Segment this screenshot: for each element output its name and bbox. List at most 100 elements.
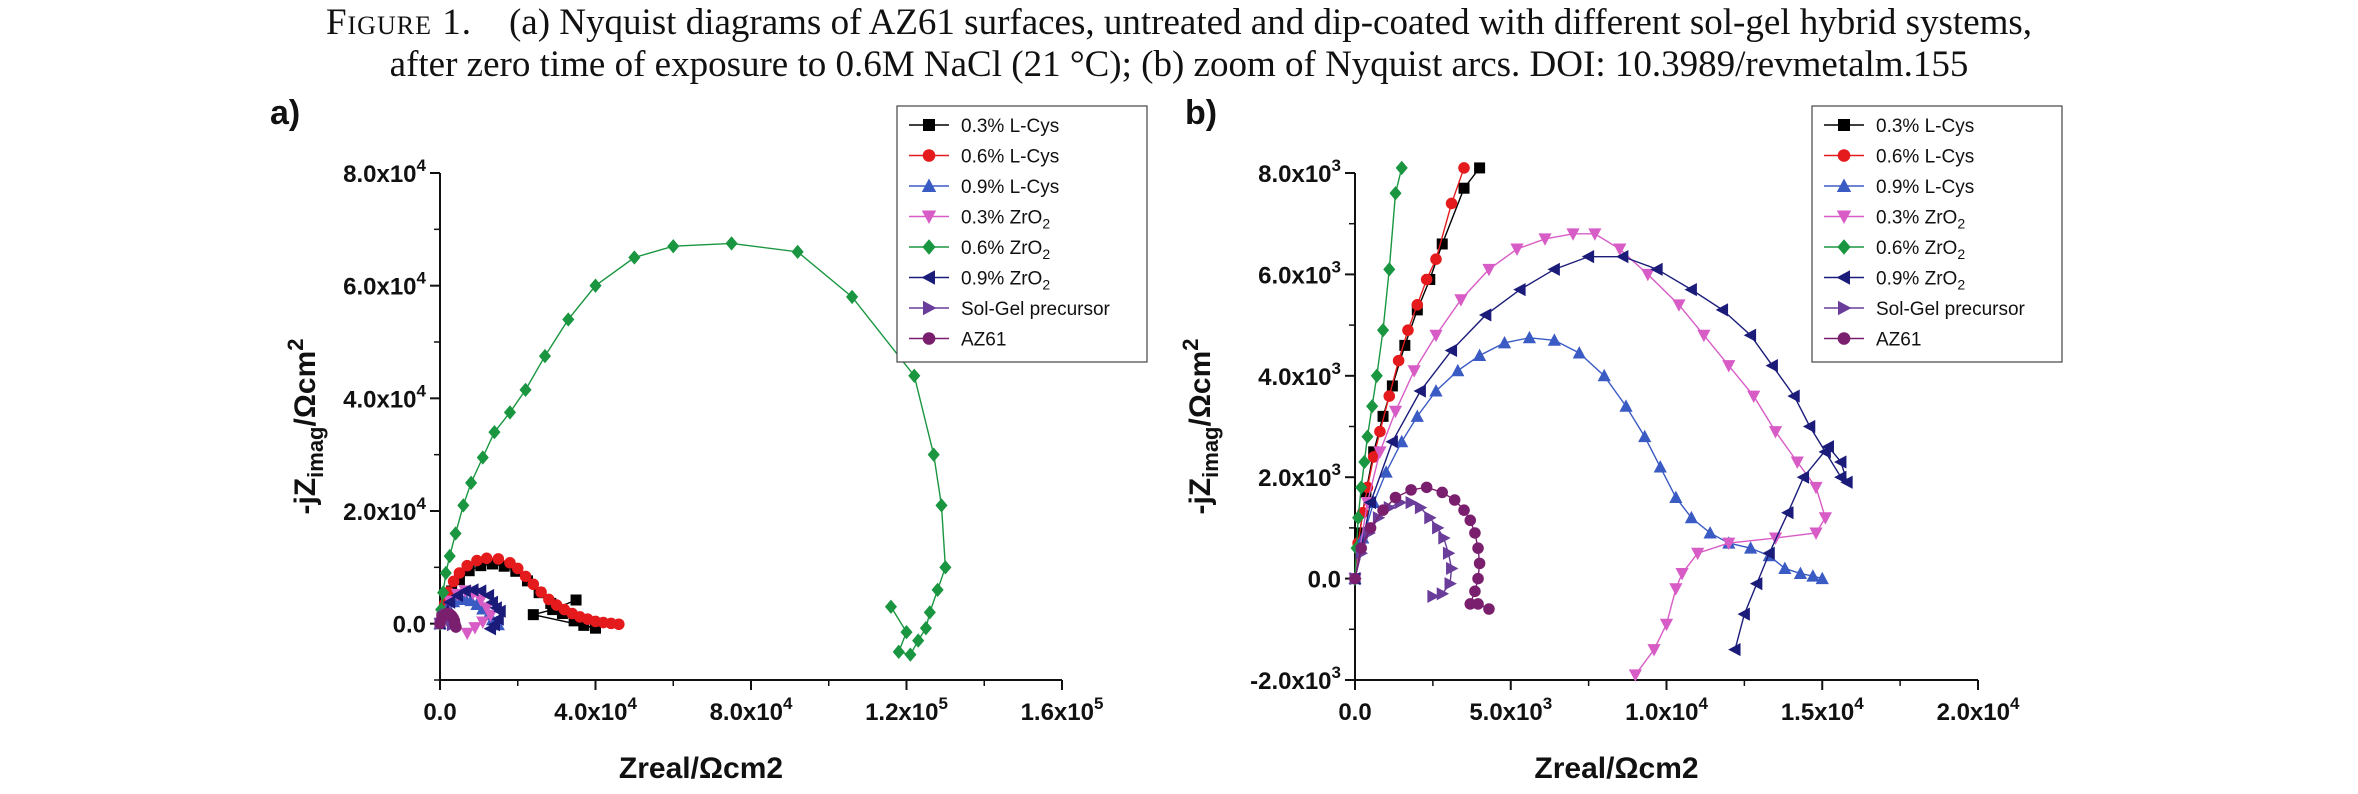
panel-b-data-point [1473,348,1487,362]
panel-b-data-point [1793,566,1808,580]
panel-b-ytick-label: 6.0x103 [1258,257,1341,289]
panel-a-data-point [535,586,547,598]
panel-b-data-point [1377,504,1389,516]
panel-b-data-point [1405,495,1418,510]
panel-a-data-point [725,236,738,251]
panel-a-legend: 0.3% L-Cys 0.6% L-Cys 0.9% L-Cys 0.3% ZrO2 0… [896,105,1148,363]
panel-b-series-line [1354,337,1823,580]
panel-b-data-point [1370,368,1383,383]
panel-b-data-point [1458,182,1470,194]
panel-a-xtick-label: 4.0x104 [554,694,637,726]
panel-b-data-point [1650,262,1663,276]
panel-b-data-point [1469,527,1481,539]
panel-b-data-point [1669,583,1683,596]
panel-a-legend-marker [921,178,937,192]
panel-a-series-7 [434,607,462,633]
panel-b-label: b) [1185,94,1217,132]
panel-b-data-point [1744,541,1758,554]
panel-a-data-point [900,624,913,640]
panel-b-series-4 [1348,160,1408,586]
panel-b-data-point [1429,384,1443,397]
panel-b-data-point [1410,409,1424,422]
panel-b-data-point [1420,481,1433,494]
panel-a-data-point [884,599,897,614]
panel-b-data-point [1691,547,1705,561]
caption-line-1: Figure 1. (a) Nyquist diagrams of AZ61 s… [0,2,2358,44]
caption-text-2: after zero time of exposure to 0.6M NaCl… [389,44,1969,85]
panel-a-data-point [481,588,495,603]
panel-a-data-point [486,558,498,570]
panel-b-legend-marker [1837,332,1851,345]
panel-a-xlabel-text: Zreal/Ωcm2 [619,752,783,785]
panel-b-data-point [1613,243,1627,256]
panel-b-data-point [1675,568,1689,581]
panel-b-data-point [1429,329,1443,343]
panel-a-ytick-label: 8.0x104 [343,156,426,188]
panel-a-ytick-label: 4.0x104 [343,381,426,413]
panel-b-data-point [1361,429,1374,444]
panel-a-ytick-label: 6.0x104 [343,269,426,301]
panel-a-data-point [476,616,490,629]
panel-b-data-point [1405,484,1417,496]
panel-a-data-point [527,609,539,621]
panel-a-series-line [439,242,947,656]
panel-a-data-point [547,604,559,616]
panel-b-data-point [1472,598,1484,610]
panel-b-legend: 0.3% L-Cys 0.6% L-Cys 0.9% L-Cys 0.3% ZrO2 0… [1811,105,2063,363]
panel-b-xtick-label: 0.0 [1338,699,1371,726]
panel-b-ytick-label: 2.0x103 [1258,460,1341,492]
figure-caption: Figure 1. (a) Nyquist diagrams of AZ61 s… [0,2,2358,86]
panel-b-data-point [1407,365,1421,378]
panel-b-data-point [1395,160,1408,176]
panel-b-data-point [1464,514,1477,527]
panel-a-data-point [450,588,463,603]
panel-a-data-point [935,498,948,513]
panel-b-data-point [1703,526,1717,539]
panel-b-data-point [1778,561,1792,574]
panel-b-legend-marker [1838,300,1852,316]
panel-b-data-point [1376,323,1390,338]
panel-b-data-point [1383,262,1396,277]
panel-b-data-point [1436,238,1448,250]
panel-a-data-point [491,612,504,626]
panel-b-legend-marker [1836,178,1852,192]
panel-b-data-point [1616,250,1629,264]
panel-b-data-point [1806,569,1820,582]
panel-a-data-point [791,244,804,260]
panel-a-data-point [568,615,580,627]
panel-b-data-point [1572,346,1586,359]
panel-a-legend-label: 0.6% L-Cys [961,147,1059,168]
panel-a-ytick-label: 2.0x104 [343,494,426,526]
panel-a-data-point [460,627,474,641]
panel-a-data-point [570,594,582,606]
panel-a-data-point [923,605,936,620]
panel-a-data-point [453,567,466,579]
panel-b-xtick-label: 5.0x103 [1469,694,1552,726]
panel-b-data-point [1385,435,1398,449]
panel-b-data-point [1454,294,1468,307]
caption-text-1: (a) Nyquist diagrams of AZ61 surfaces, u… [508,2,2033,43]
panel-a-data-point [628,250,641,265]
panel-a-data-point [667,239,680,254]
panel-a-xtick-label: 1.6x105 [1021,694,1104,726]
panel-a-data-point [927,447,940,462]
panel-a-legend-marker [921,270,935,285]
panel-b-data-point [1379,465,1393,478]
panel-a-xtick-label: 1.2x105 [865,694,948,726]
panel-b-series-3 [1348,228,1832,682]
panel-a-data-point [449,526,462,541]
panel-b-data-point [1436,486,1448,499]
panel-b-data-point [1444,577,1457,591]
panel-b-data-point [1787,389,1800,403]
panel-b-legend-marker [1836,210,1852,224]
panel-b-data-point [1522,330,1537,344]
panel-b-data-point [1427,589,1440,603]
panel-b-data-point [1389,186,1402,201]
panel-b-data-point [1743,328,1757,342]
panel-a-data-point [443,548,456,564]
panel-b-data-point [1547,333,1561,346]
panel-b-ytick-label: 4.0x103 [1258,359,1341,391]
panel-b-data-point [1815,571,1829,585]
panel-a-data-point [474,594,488,607]
